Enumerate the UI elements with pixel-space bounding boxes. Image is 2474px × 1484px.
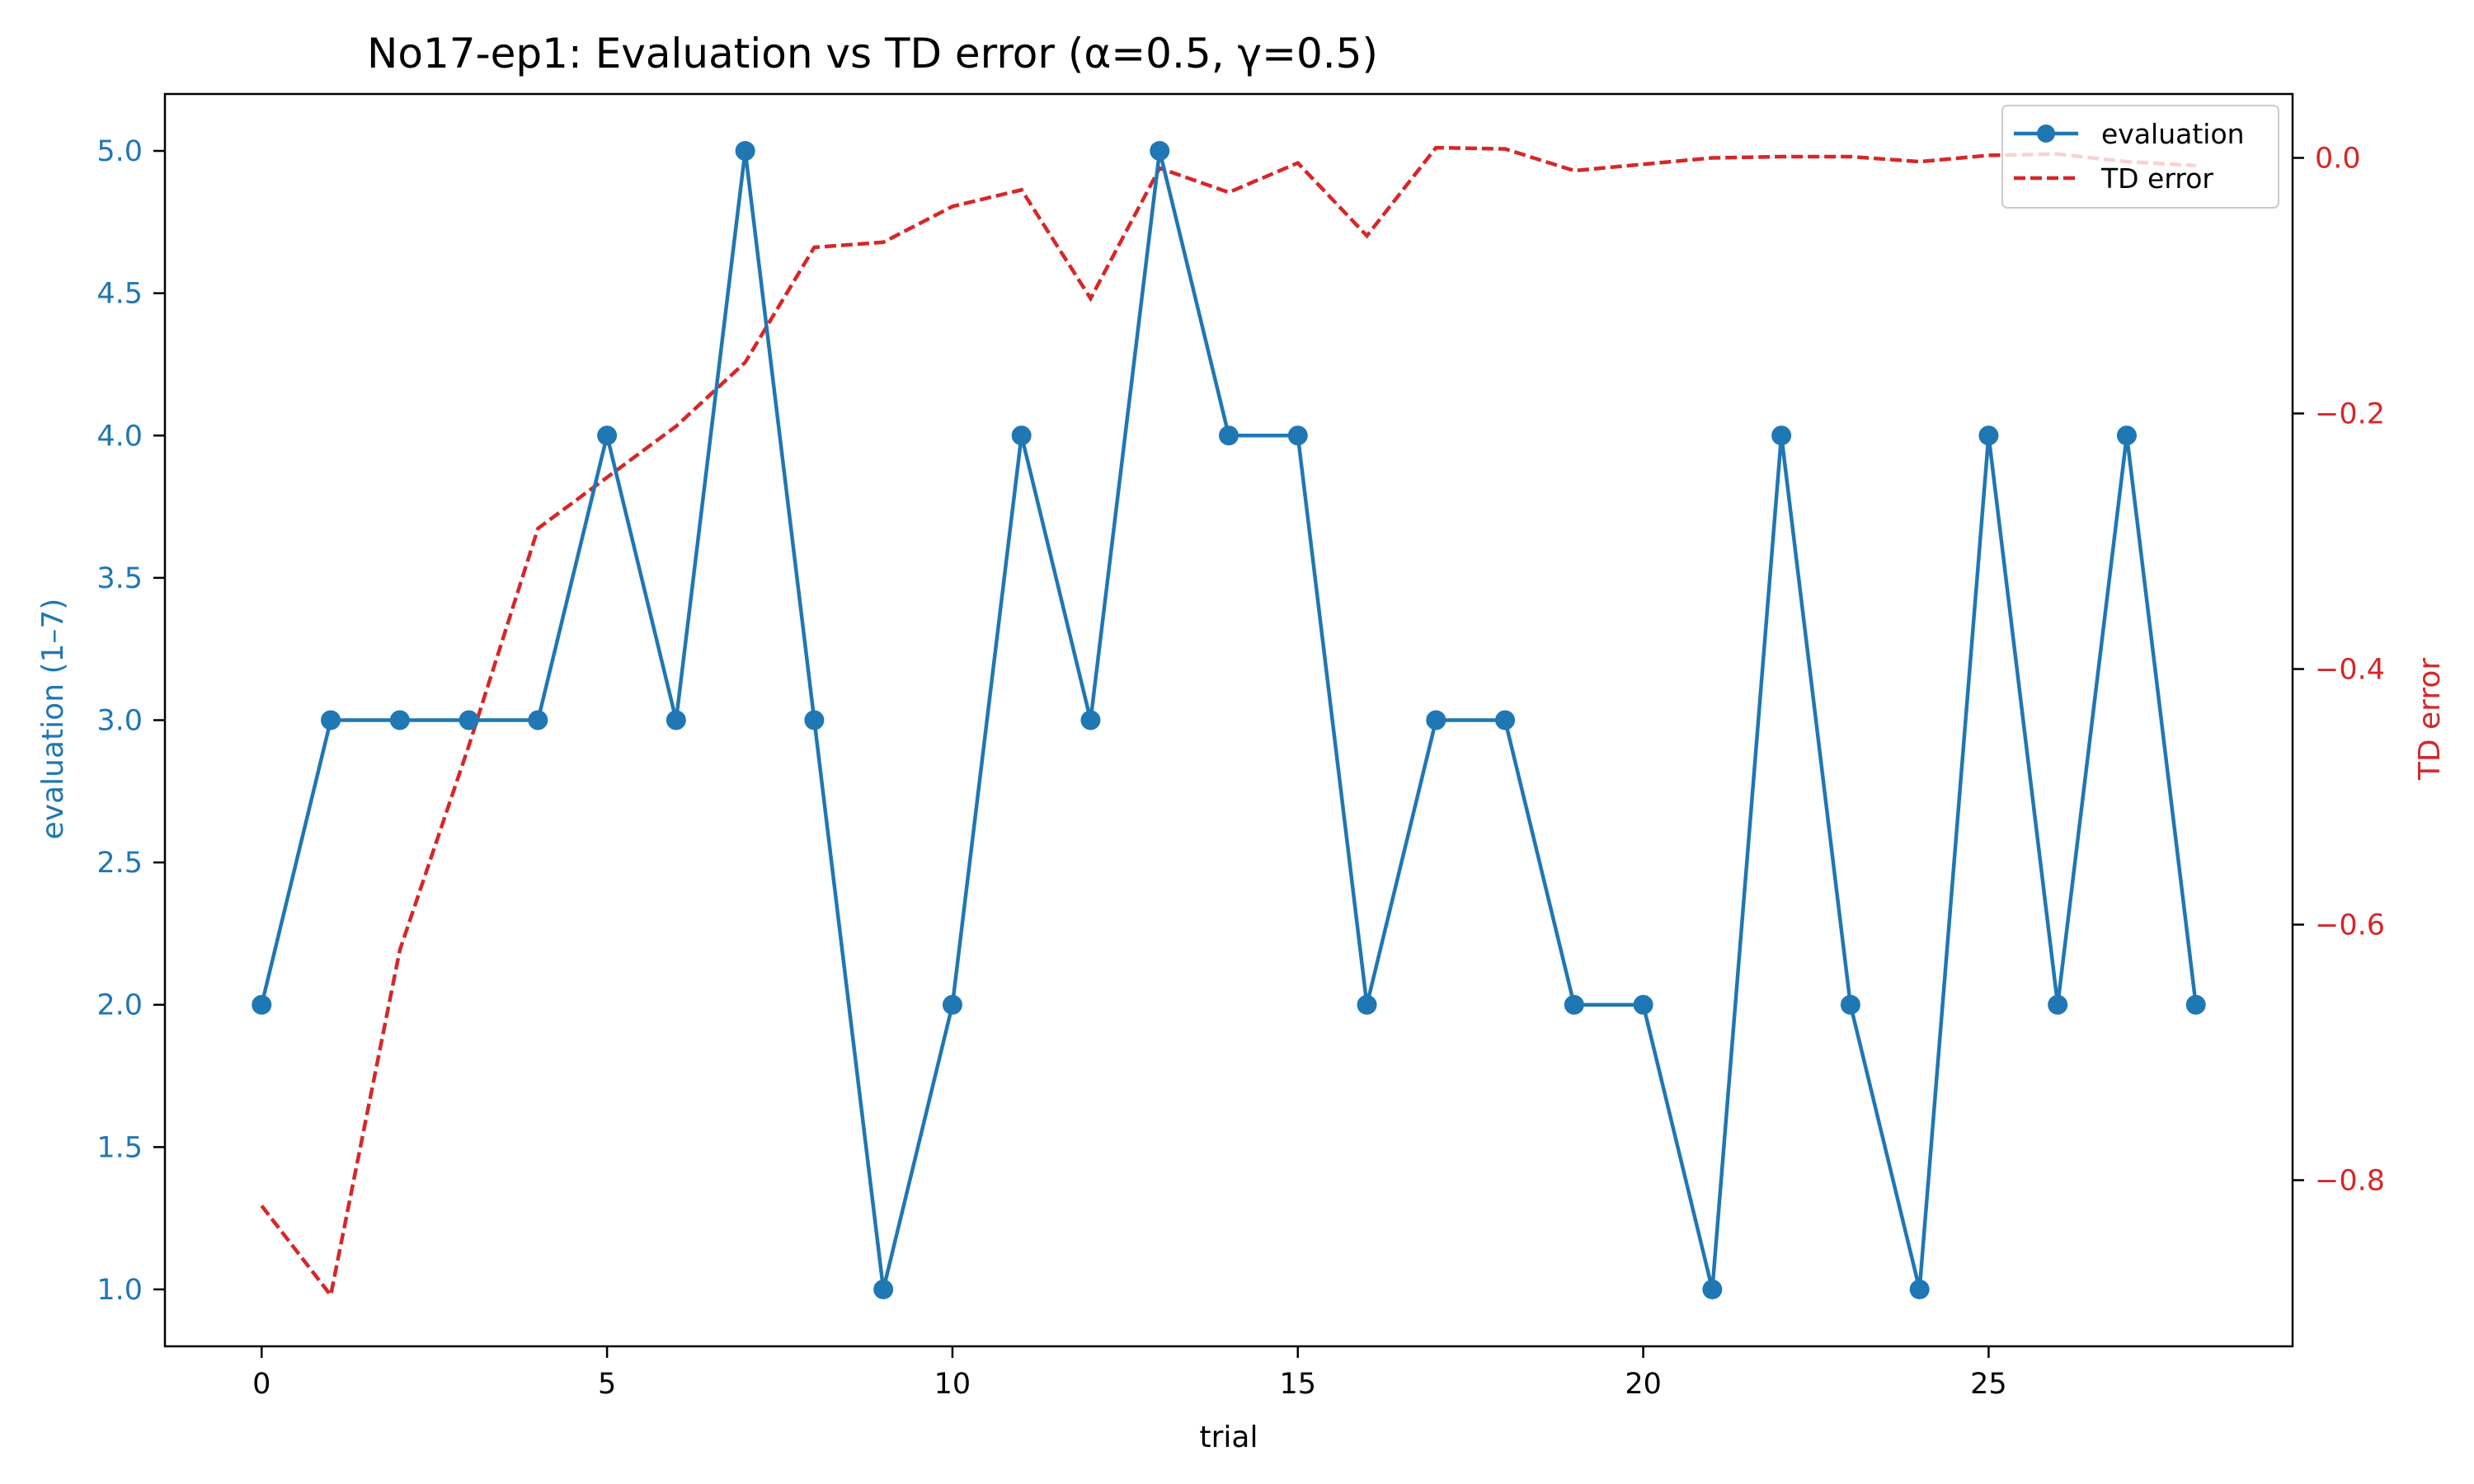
x-tick-label: 25 [1970, 1368, 2007, 1401]
y-tick-label-right: −0.2 [2315, 398, 2385, 431]
evaluation-point [2116, 425, 2137, 446]
evaluation-point [1702, 1279, 1723, 1299]
x-tick-label: 15 [1279, 1368, 1316, 1401]
legend-evaluation-label: evaluation [2101, 118, 2245, 150]
y-tick-label-right: 0.0 [2315, 143, 2361, 176]
evaluation-point [1287, 425, 1308, 446]
y-tick-label-left: 2.0 [96, 989, 143, 1022]
y-tick-label-left: 4.5 [96, 278, 143, 311]
y-tick-label-left: 2.5 [96, 847, 143, 880]
td-error-line [260, 145, 2196, 1300]
y-tick-label-left: 3.0 [96, 705, 143, 738]
y-axis-left: 1.0 1.5 2.0 2.5 3.0 3.5 4.0 4.5 5.0 [96, 135, 165, 1307]
evaluation-point [389, 710, 410, 730]
legend-td-error-label: TD error [2100, 162, 2213, 195]
evaluation-point [1633, 994, 1653, 1015]
evaluation-point [2185, 994, 2206, 1015]
evaluation-point [1357, 994, 1377, 1015]
evaluation-point [2048, 994, 2068, 1015]
x-tick-label: 0 [252, 1368, 270, 1401]
x-tick-label: 10 [934, 1368, 971, 1401]
evaluation-point [1771, 425, 1792, 446]
evaluation-point [1840, 994, 1860, 1015]
chart-title: No17-ep1: Evaluation vs TD error (α=0.5,… [367, 30, 1378, 77]
x-axis: 0 5 10 15 20 25 [252, 1346, 2007, 1401]
evaluation-point [528, 710, 548, 730]
y-tick-label-left: 3.5 [96, 562, 143, 595]
legend-box [2001, 105, 2279, 209]
evaluation-point [873, 1279, 894, 1299]
y-tick-label-left: 1.0 [96, 1274, 143, 1307]
evaluation-point [459, 710, 479, 730]
td-error-series-layer [260, 145, 2196, 1300]
y-tick-label-left: 4.0 [96, 420, 143, 453]
evaluation-point [942, 994, 962, 1015]
evaluation-series-layer [252, 141, 2206, 1299]
evaluation-point [1080, 710, 1101, 730]
evaluation-line [260, 148, 2198, 1292]
evaluation-point [804, 710, 825, 730]
evaluation-point [1978, 425, 1999, 446]
evaluation-point [1219, 425, 1239, 446]
evaluation-point [666, 710, 686, 730]
y-axis-label-right: TD error [2413, 658, 2447, 782]
y-tick-label-right: −0.8 [2315, 1165, 2385, 1198]
evaluation-point [1011, 425, 1032, 446]
y-axis-label-left: evaluation (1–7) [36, 599, 70, 840]
y-tick-label-right: −0.4 [2315, 654, 2385, 687]
x-tick-label: 20 [1625, 1368, 1662, 1401]
evaluation-point [735, 141, 755, 162]
evaluation-point [597, 425, 618, 446]
evaluation-point [1564, 994, 1584, 1015]
legend-evaluation-marker [2037, 124, 2055, 143]
evaluation-point [1909, 1279, 1930, 1299]
evaluation-point [1426, 710, 1446, 730]
y-tick-label-left: 1.5 [96, 1131, 143, 1164]
y-axis-right: −0.8 −0.6 −0.4 −0.2 0.0 [2293, 143, 2385, 1198]
evaluation-point [1150, 141, 1170, 162]
evaluation-point [252, 994, 272, 1015]
y-tick-label-left: 5.0 [96, 135, 143, 168]
evaluation-point [1495, 710, 1516, 730]
x-tick-label: 5 [598, 1368, 616, 1401]
legend: evaluation TD error [2001, 105, 2279, 209]
evaluation-point [321, 710, 341, 730]
y-tick-label-right: −0.6 [2315, 909, 2385, 942]
x-axis-label: trial [1200, 1421, 1258, 1454]
